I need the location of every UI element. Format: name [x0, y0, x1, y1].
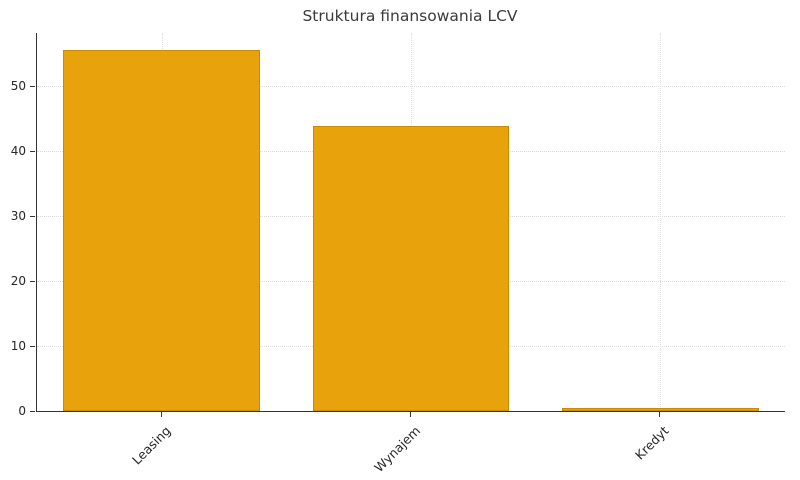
plot-area [36, 33, 785, 412]
chart-title: Struktura finansowania LCV [302, 7, 518, 25]
y-tick-label-20: 20 [10, 274, 26, 289]
x-tick-label-wynajem: Wynajem [370, 423, 423, 475]
y-tick-mark-40 [30, 151, 35, 153]
x-gridline-kredyt [660, 33, 662, 411]
y-tick-mark-0 [30, 411, 35, 412]
y-tick-label-30: 30 [10, 209, 26, 224]
x-tick-mark-leasing [160, 412, 162, 417]
y-tick-mark-20 [30, 281, 35, 283]
x-tick-mark-wynajem [410, 412, 411, 417]
y-tick-label-10: 10 [10, 339, 26, 354]
y-tick-mark-30 [30, 216, 35, 218]
y-tick-label-50: 50 [10, 79, 26, 94]
bar-leasing [63, 49, 261, 411]
x-tick-mark-kredyt [659, 412, 661, 417]
bar-wynajem [312, 125, 510, 411]
x-tick-label-leasing: Leasing [128, 423, 174, 468]
x-tick-label-kredyt: Kredyt [632, 423, 672, 463]
y-tick-mark-10 [30, 346, 35, 348]
bar-kredyt [561, 407, 759, 411]
y-tick-label-0: 0 [18, 404, 26, 418]
y-tick-mark-50 [30, 86, 35, 88]
y-tick-label-40: 40 [10, 144, 26, 159]
